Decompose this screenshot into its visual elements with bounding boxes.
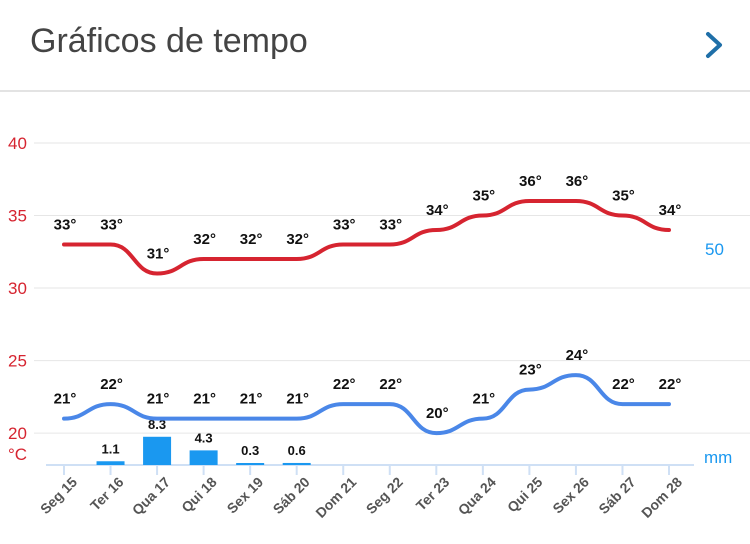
max-temp-label: 31° — [147, 246, 170, 263]
widget-header: Gráficos de tempo — [0, 0, 750, 92]
precip-unit-label: mm — [704, 448, 732, 467]
min-temp-label: 22° — [333, 376, 356, 393]
min-temp-label: 21° — [240, 391, 263, 408]
max-temp-label: 35° — [612, 188, 635, 205]
min-temp-label: 21° — [147, 391, 170, 408]
precip-label: 0.6 — [288, 443, 306, 458]
y-tick-label: 25 — [8, 352, 27, 371]
min-temp-label: 20° — [426, 405, 449, 422]
precip-label: 1.1 — [101, 441, 119, 456]
min-temp-label: 22° — [659, 376, 682, 393]
max-temp-label: 32° — [286, 231, 309, 248]
min-temp-label: 21° — [54, 391, 77, 408]
y-tick-label: 20 — [8, 424, 27, 443]
precip-bar — [189, 450, 218, 465]
min-temp-label: 22° — [100, 376, 123, 393]
x-tick-label: Qua 24 — [455, 474, 499, 518]
precip-label: 4.3 — [195, 430, 213, 445]
max-temp-label: 33° — [379, 217, 402, 234]
max-temp-label: 32° — [193, 231, 216, 248]
max-temp-label: 33° — [54, 217, 77, 234]
precip-axis-tick-label: 50 — [705, 240, 724, 259]
y-tick-label: 30 — [8, 279, 27, 298]
x-tick-label: Seg 15 — [37, 474, 80, 517]
precip-bar — [143, 436, 172, 465]
x-tick-label: Sáb 20 — [270, 474, 313, 517]
x-tick-label: Dom 21 — [312, 474, 359, 521]
x-tick-label: Qui 25 — [504, 474, 546, 516]
max-temp-label: 36° — [519, 173, 542, 190]
x-tick-label: Sex 26 — [549, 474, 592, 517]
precip-bar — [96, 461, 125, 465]
chevron-right-icon[interactable] — [700, 28, 730, 62]
x-tick-label: Seg 22 — [363, 474, 406, 517]
y-tick-label: 40 — [8, 134, 27, 153]
max-temp-label: 35° — [473, 188, 496, 205]
precip-label: 0.3 — [241, 443, 259, 458]
x-tick-label: Sex 19 — [224, 474, 267, 517]
max-temp-label: 33° — [333, 217, 356, 234]
min-temp-label: 21° — [286, 391, 309, 408]
x-tick-label: Ter 23 — [413, 474, 453, 514]
temp-unit-label: °C — [8, 445, 27, 464]
min-temp-label: 23° — [519, 362, 542, 379]
max-temp-line — [62, 199, 671, 276]
min-temp-label: 21° — [193, 391, 216, 408]
min-temp-label: 21° — [473, 391, 496, 408]
x-tick-label: Qua 17 — [129, 474, 173, 518]
y-tick-label: 35 — [8, 207, 27, 226]
precip-bar — [236, 463, 265, 465]
x-tick-label: Ter 16 — [87, 474, 127, 514]
min-temp-line — [62, 373, 671, 436]
page-title: Gráficos de tempo — [30, 22, 308, 60]
x-tick-label: Dom 28 — [638, 474, 685, 521]
min-temp-label: 22° — [612, 376, 635, 393]
max-temp-label: 32° — [240, 231, 263, 248]
max-temp-label: 36° — [566, 173, 589, 190]
max-temp-label: 34° — [426, 202, 449, 219]
x-tick-label: Qui 18 — [178, 474, 220, 516]
max-temp-label: 33° — [100, 217, 123, 234]
min-temp-label: 24° — [566, 347, 589, 364]
max-temp-label: 34° — [659, 202, 682, 219]
x-tick-label: Sáb 27 — [595, 474, 638, 517]
precip-bar — [282, 462, 311, 465]
min-temp-label: 22° — [379, 376, 402, 393]
